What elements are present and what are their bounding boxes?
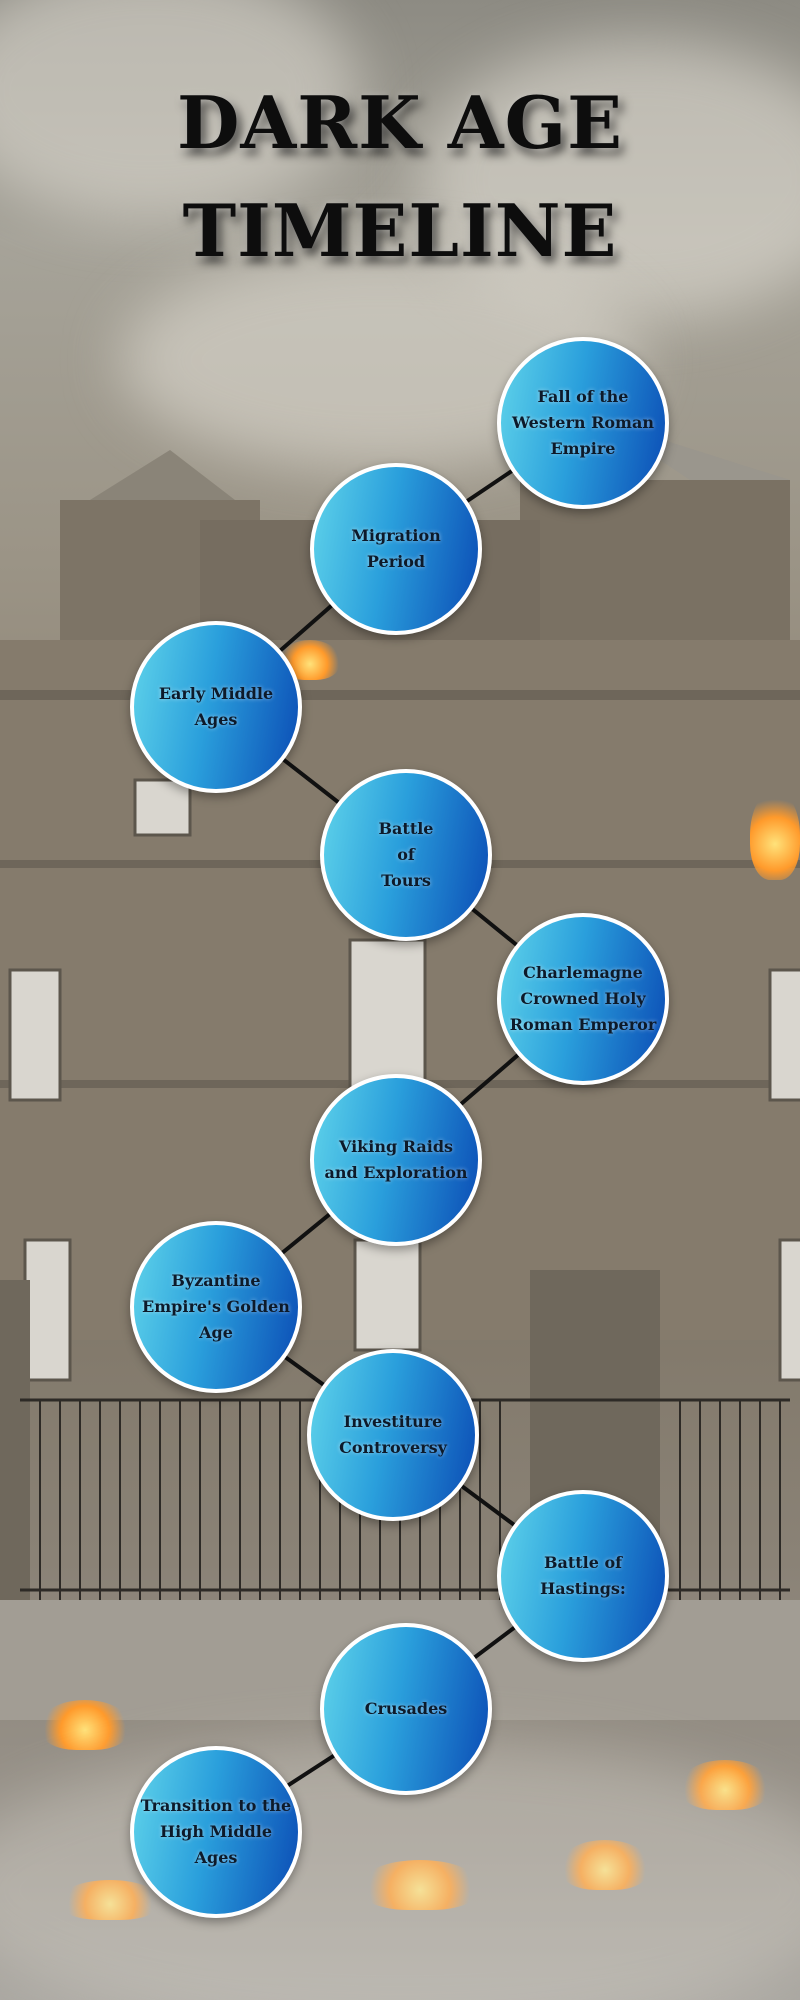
node-label: Investiture Controversy [339, 1412, 447, 1457]
node-label: Fall of the Western Roman Empire [512, 387, 654, 458]
timeline-node-migration-period: Migration Period [310, 463, 482, 635]
timeline-node-viking-raids: Viking Raids and Exploration [310, 1074, 482, 1246]
timeline-node-byzantine-golden-age: Byzantine Empire's Golden Age [130, 1221, 302, 1393]
node-label: Migration Period [351, 526, 441, 571]
title-line-2: TIMELINE [182, 188, 618, 273]
node-label: Early Middle Ages [158, 684, 274, 729]
node-label: Battle of Tours [378, 819, 434, 890]
timeline-node-investiture-controversy: Investiture Controversy [307, 1349, 479, 1521]
title-line-1: DARK AGE [176, 80, 623, 165]
timeline-node-early-middle-ages: Early Middle Ages [130, 621, 302, 793]
node-label: Viking Raids and Exploration [324, 1137, 468, 1182]
flame [360, 1860, 480, 1910]
timeline-node-fall-of-western-roman-empire: Fall of the Western Roman Empire [497, 337, 669, 509]
node-label: Charlemagne Crowned Holy Roman Emperor [509, 963, 657, 1034]
timeline-node-charlemagne: Charlemagne Crowned Holy Roman Emperor [497, 913, 669, 1085]
node-label: Crusades [364, 1699, 448, 1718]
flame [40, 1700, 130, 1750]
flame [60, 1880, 160, 1920]
flame [750, 790, 800, 880]
timeline-node-battle-of-tours: Battle of Tours [320, 769, 492, 941]
timeline-node-battle-of-hastings: Battle of Hastings: [497, 1490, 669, 1662]
timeline-node-high-middle-ages: Transition to the High Middle Ages [130, 1746, 302, 1918]
flame [680, 1760, 770, 1810]
flame [560, 1840, 650, 1890]
node-label: Byzantine Empire's Golden Age [142, 1271, 290, 1342]
node-label: Transition to the High Middle Ages [140, 1796, 292, 1867]
node-label: Battle of Hastings: [540, 1553, 626, 1598]
timeline-node-crusades: Crusades [320, 1623, 492, 1795]
